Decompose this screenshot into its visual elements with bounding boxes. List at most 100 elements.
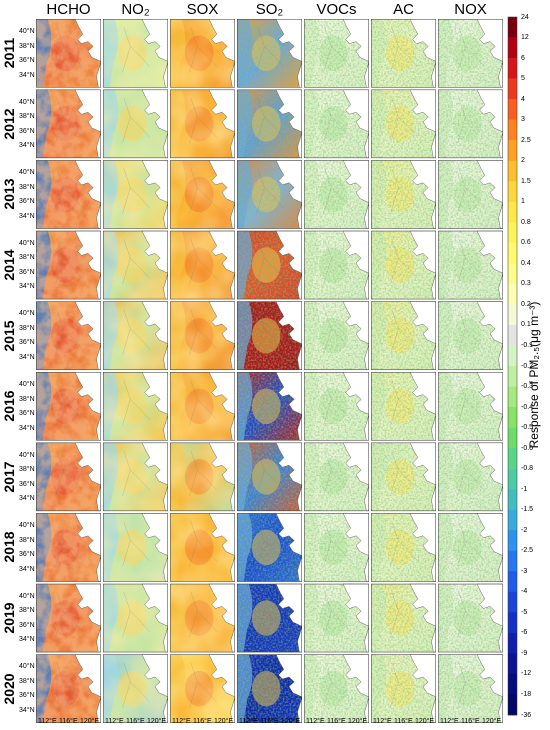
year-label-text: 2015 (1, 320, 17, 352)
latitude-label: 36°N (19, 268, 35, 276)
panel-border (438, 160, 503, 229)
map-panel (170, 160, 235, 229)
colorbar-tick-label: 1.5 (521, 177, 531, 185)
panel-border (103, 583, 168, 653)
province-lines (256, 97, 284, 144)
colorbar-tick-label: 2.5 (521, 136, 531, 144)
sea-mask (163, 343, 168, 370)
sea-mask (364, 61, 369, 88)
panel-border (304, 372, 369, 441)
colorbar-tick-label: -2 (521, 526, 528, 534)
province-lines (55, 450, 83, 497)
sea-mask (230, 132, 235, 159)
province-lines (323, 591, 351, 638)
latitude-label: 40°N (19, 592, 35, 600)
province-lines (55, 662, 83, 708)
province-lines (457, 662, 485, 708)
panel-border (36, 442, 101, 512)
sea-mask (208, 160, 235, 203)
panel-border (304, 230, 369, 300)
sea-mask (498, 626, 503, 653)
sea-mask (297, 343, 302, 370)
sea-mask (342, 301, 369, 345)
longitude-label: 116°E (193, 718, 212, 725)
map-panel (103, 160, 168, 229)
sea-mask (409, 372, 436, 415)
panel-border (237, 654, 302, 723)
colorbar-segment (508, 489, 517, 511)
sea-mask (74, 160, 101, 203)
map-panel (103, 301, 168, 370)
year-label: 2011 (0, 19, 18, 88)
latitude-label: 34°N (19, 283, 35, 291)
colorbar-tick-label: 4 (521, 95, 525, 103)
province-lines (323, 380, 351, 426)
colorbar-segment (508, 653, 517, 675)
map-panel (304, 160, 369, 229)
latitude-label: 34°N (19, 71, 35, 79)
sea-mask (96, 626, 101, 653)
colorbar-segment (508, 99, 517, 120)
year-label-text: 2020 (1, 673, 17, 705)
panel-border (36, 372, 101, 441)
sea-mask (498, 555, 503, 582)
sea-mask (163, 414, 168, 441)
latitude-label: 36°N (19, 621, 35, 629)
sea-mask (230, 626, 235, 653)
sea-mask (364, 626, 369, 653)
longitude-label: 116°E (394, 718, 413, 725)
column-header: NO₂ (121, 1, 150, 18)
panel-border (304, 654, 369, 723)
sea-mask (409, 160, 436, 203)
province-lines (323, 521, 351, 567)
year-label-text: 2018 (1, 531, 17, 564)
sea-mask (498, 485, 503, 512)
province-lines (189, 238, 217, 285)
map-panel (36, 654, 101, 723)
map-panel (371, 442, 436, 512)
map-panel (371, 654, 436, 723)
sea-mask (230, 555, 235, 582)
colorbar-border (507, 16, 518, 716)
latitude-label: 36°N (19, 692, 35, 700)
map-panel (438, 442, 503, 512)
column-header: AC (393, 1, 414, 18)
sea-mask (476, 301, 503, 345)
map-panel (170, 654, 235, 723)
map-panel (237, 89, 302, 159)
sea-mask (297, 273, 302, 300)
panel-border (237, 372, 302, 441)
sea-mask (342, 442, 369, 486)
province-lines (189, 380, 217, 426)
map-panel (36, 513, 101, 582)
map-panel (170, 301, 235, 370)
province-lines (323, 97, 351, 144)
year-label-text: 2016 (1, 390, 17, 422)
province-lines (55, 521, 83, 567)
colorbar-segment (508, 242, 517, 264)
colorbar-segment (508, 304, 517, 326)
panel-border (170, 230, 235, 300)
sea-mask (163, 61, 168, 88)
panel-border (304, 442, 369, 512)
sea-mask (364, 273, 369, 300)
province-lines (189, 309, 217, 355)
panel-border (36, 301, 101, 370)
province-lines (122, 662, 150, 708)
sea-mask (275, 583, 302, 627)
colorbar-segment (508, 448, 517, 469)
panel-border (237, 160, 302, 229)
sea-mask (476, 654, 503, 698)
map-panel (304, 372, 369, 441)
map-panel (170, 230, 235, 300)
sea-mask (476, 513, 503, 556)
panel-border (237, 583, 302, 653)
sea-mask (96, 343, 101, 370)
colorbar-segment (508, 160, 517, 182)
map-panel (371, 230, 436, 300)
latitude-label: 36°N (19, 410, 35, 417)
longitude-label: 120°E (214, 718, 234, 725)
colorbar-tick-label: 0.1 (521, 321, 531, 329)
province-lines (390, 450, 418, 497)
latitude-label: 40°N (19, 239, 35, 247)
